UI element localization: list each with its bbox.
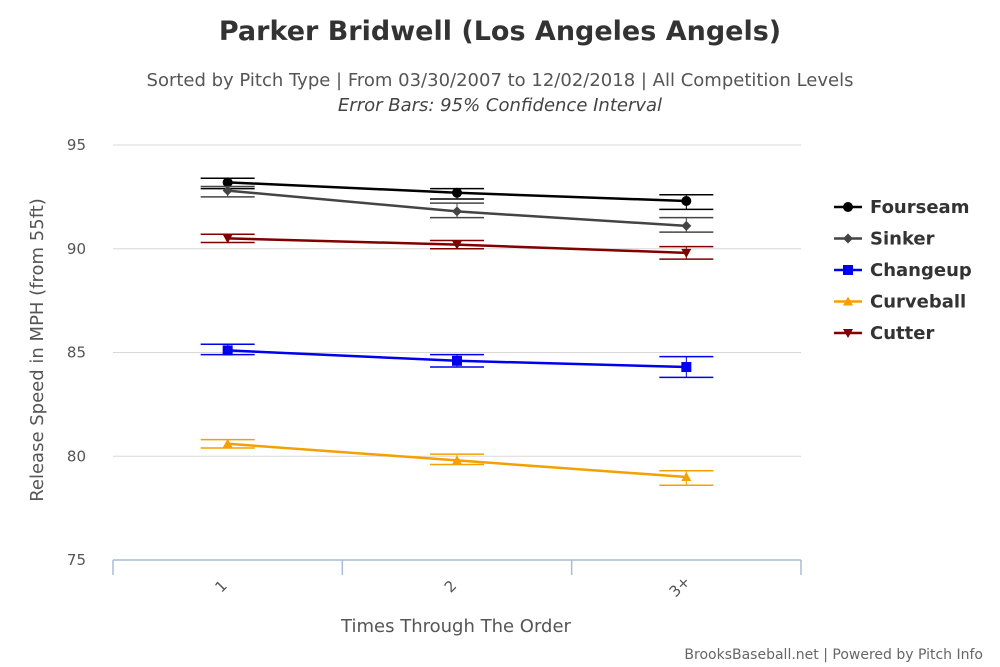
data-point [222,234,233,244]
chart-subtitle-error-bars: Error Bars: 95% Confidence Interval [338,95,662,116]
data-point [452,187,462,198]
legend-label: Cutter [870,323,934,344]
legend-item-cutter: Cutter [834,323,934,344]
data-point [452,355,462,366]
legend-label: Sinker [870,229,935,250]
legend-label: Fourseam [870,197,969,218]
legend-marker [843,233,853,244]
data-point [222,345,233,356]
series-sinker [200,185,714,233]
y-tick-label: 85 [67,344,86,362]
x-axis: 1 2 3+ [112,559,802,601]
legend: Fourseam Sinker Changeup Curveball Cutter [834,197,972,344]
legend-item-sinker: Sinker [834,229,935,250]
legend-marker [843,296,853,306]
data-point [681,472,692,481]
y-tick-label: 80 [67,447,86,465]
series-fourseam [200,177,714,211]
data-point [681,362,692,373]
chart-subtitle: Sorted by Pitch Type | From 03/30/2007 t… [147,70,854,91]
data-point [681,248,692,258]
series-curveball [200,438,714,487]
y-tick-label: 95 [67,136,86,154]
legend-item-curveball: Curveball [834,292,966,313]
data-point [681,196,692,207]
series-changeup [200,343,714,379]
data-point [222,185,233,196]
series-cutter [200,233,714,260]
credit-text: BrooksBaseball.net | Powered by Pitch In… [684,647,983,663]
data-point [222,438,233,448]
chart-title: Parker Bridwell (Los Angeles Angels) [219,16,781,47]
data-point [681,220,692,231]
y-axis-ticks: 75 80 85 90 95 [67,136,86,569]
series-layer [200,177,714,487]
data-point [452,455,462,465]
legend-label: Curveball [870,292,966,313]
legend-label: Changeup [870,260,972,281]
legend-item-changeup: Changeup [834,260,972,281]
legend-marker [843,265,853,275]
x-tick-label: 2 [441,577,460,596]
legend-marker [843,329,853,338]
data-point [452,240,462,250]
x-axis-title: Times Through The Order [340,616,571,637]
legend-item-fourseam: Fourseam [834,197,969,218]
data-point [452,206,462,217]
y-tick-label: 75 [67,551,86,569]
y-tick-label: 90 [67,240,86,258]
legend-marker [843,202,853,212]
x-tick-label: 1 [211,577,230,596]
x-tick-label: 3+ [666,572,694,600]
y-axis-title: Release Speed in MPH (from 55ft) [27,198,48,502]
data-point [222,177,233,188]
